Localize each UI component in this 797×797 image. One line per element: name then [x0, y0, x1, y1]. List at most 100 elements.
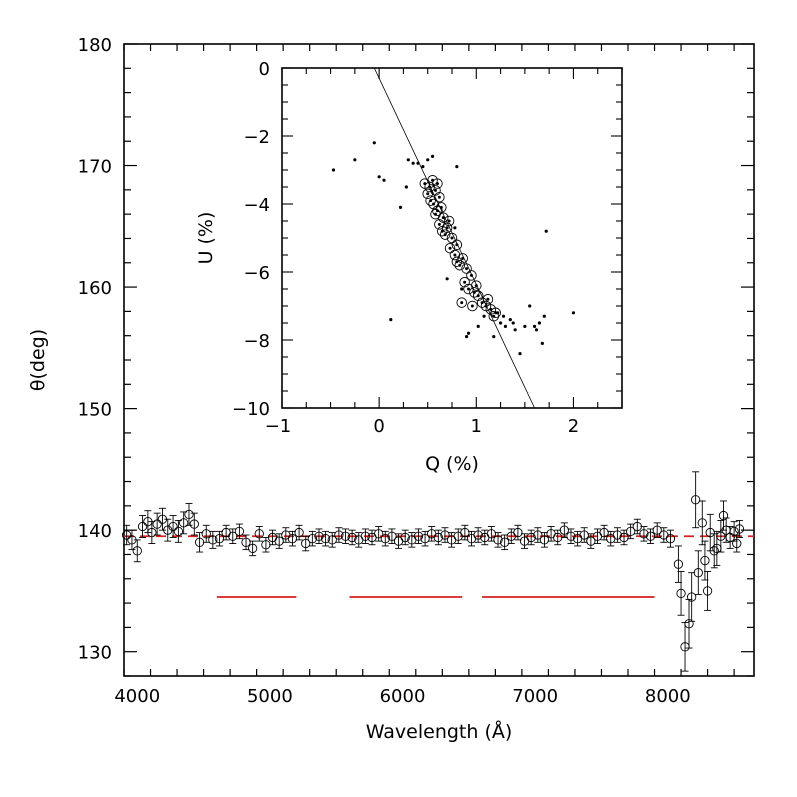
inset-circle-marker [444, 242, 456, 254]
data-marker [639, 529, 649, 539]
data-point [579, 527, 589, 543]
data-marker [307, 534, 317, 544]
data-point [413, 528, 424, 544]
inset-circle-center-dot [433, 212, 437, 216]
data-marker [734, 524, 745, 534]
inset-circle-center-dot [426, 192, 430, 196]
data-marker [690, 495, 701, 505]
data-marker [163, 525, 173, 535]
data-point [132, 539, 142, 563]
inset-fit-line [373, 67, 535, 409]
data-point [152, 512, 162, 536]
inset-circle-marker [451, 256, 463, 268]
main-y-tick-label: 160 [78, 278, 112, 299]
inset-circled-point [482, 293, 494, 305]
main-x-tick-label: 6000 [380, 686, 426, 707]
inset-dot-point [501, 314, 506, 318]
inset-circle-center-dot [465, 267, 469, 271]
data-point [586, 533, 596, 549]
inset-x-tick-label: 1 [471, 416, 482, 437]
inset-dot-point [460, 287, 464, 291]
data-point [446, 532, 457, 548]
data-marker [684, 619, 694, 629]
data-point [294, 524, 304, 541]
data-marker [184, 509, 194, 520]
inset-circle-center-dot [448, 246, 452, 250]
data-marker [729, 526, 739, 537]
data-marker [179, 518, 189, 528]
data-marker [705, 527, 715, 538]
inset-circle-center-dot [428, 185, 432, 189]
data-marker [693, 568, 703, 578]
inset-circled-point [457, 253, 468, 264]
data-marker [619, 532, 629, 543]
inset-circled-point [430, 208, 441, 220]
inset-circle-center-dot [441, 216, 445, 220]
inset-circle-center-dot [476, 294, 480, 298]
inset-circled-point [467, 300, 478, 312]
data-marker [526, 532, 536, 543]
inset-x-tick-label: 0 [373, 416, 384, 437]
data-point [705, 513, 715, 552]
data-marker [413, 531, 424, 541]
main-x-tick-label: 5000 [247, 686, 293, 707]
inset-circled-point [444, 242, 456, 254]
inset-circle-center-dot [453, 253, 457, 257]
inset-circle-marker [454, 259, 466, 271]
inset-circle-center-dot [469, 273, 473, 277]
data-marker [420, 534, 430, 544]
inset-circle-center-dot [474, 284, 478, 288]
data-point [533, 527, 543, 543]
data-marker [533, 530, 543, 540]
inset-dot-point [416, 161, 420, 165]
inset-circled-point [466, 270, 477, 281]
data-marker [473, 530, 483, 540]
data-point [301, 535, 311, 552]
data-marker [301, 538, 311, 549]
data-point [122, 524, 132, 546]
data-marker [208, 535, 218, 545]
data-point [387, 528, 397, 544]
main-y-axis-label: θ(deg) [27, 329, 49, 391]
inset-circled-point [422, 188, 433, 200]
main-x-tick-label: 7000 [512, 686, 558, 707]
inset-circle-center-dot [492, 314, 496, 318]
data-marker [702, 586, 713, 596]
data-marker [440, 530, 450, 540]
data-point [374, 526, 384, 542]
data-marker [700, 555, 710, 566]
data-point [693, 550, 703, 596]
data-point [307, 530, 317, 547]
data-marker [599, 527, 609, 538]
inset-circle-marker [430, 208, 441, 220]
data-marker [716, 531, 726, 541]
data-marker [645, 531, 656, 541]
data-marker [493, 535, 503, 545]
data-marker [626, 526, 636, 537]
inset-dot-point [544, 229, 548, 233]
data-marker [314, 531, 324, 541]
data-marker [228, 531, 238, 541]
data-marker [334, 530, 344, 540]
data-marker [360, 531, 371, 541]
data-marker [718, 510, 729, 521]
inset-y-tick-label: 0 [259, 59, 270, 80]
inset-y-tick-label: −6 [243, 263, 270, 284]
data-marker [234, 526, 245, 537]
data-marker [513, 527, 523, 538]
data-marker [486, 529, 497, 539]
data-point [163, 518, 173, 542]
inset-circle-marker [456, 297, 467, 308]
data-point [559, 522, 569, 538]
inset-circle-center-dot [467, 287, 471, 291]
data-marker [374, 529, 384, 539]
data-point [248, 540, 258, 557]
inset-y-axis-label: U (%) [195, 212, 217, 265]
data-point [427, 526, 437, 542]
data-marker [287, 534, 298, 544]
data-point [208, 530, 218, 549]
inset-dot-point [482, 314, 486, 318]
inset-dot-point [508, 318, 512, 322]
data-point [626, 523, 636, 540]
data-marker [433, 532, 443, 543]
